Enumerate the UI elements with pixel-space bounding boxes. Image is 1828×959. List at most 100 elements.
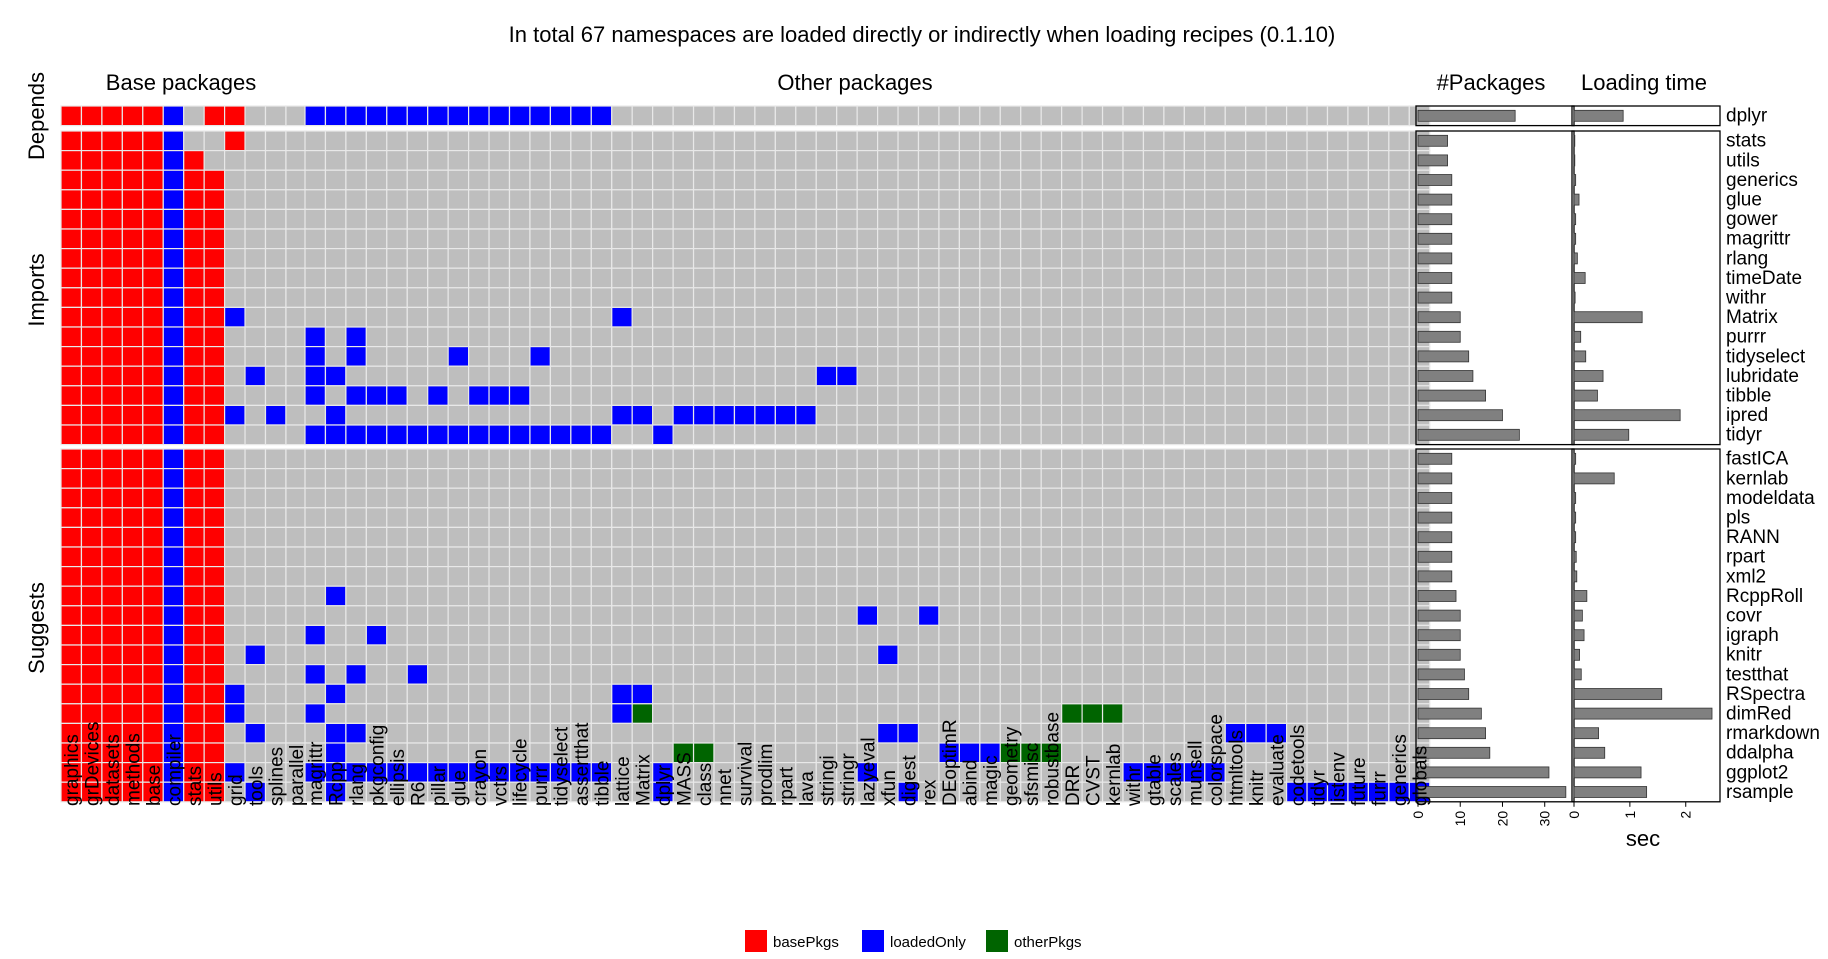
npkg-tick-label-20: 20 (1494, 811, 1510, 827)
cell-rlang-tools (244, 248, 267, 269)
cell-rann-stringr (836, 526, 858, 548)
cell-ipred-digest (897, 404, 920, 426)
cell-utils-stringi (815, 150, 838, 171)
cell-generics-methods (121, 169, 144, 191)
cell-dimred-tidyselect (549, 703, 572, 724)
cell-glue-kernlab (1101, 189, 1124, 211)
cell-tidyr-tools (244, 424, 267, 446)
cell-covr-drr (1061, 605, 1083, 626)
column-label-rlang: rlang (347, 764, 368, 806)
cell-modeldata-methods (121, 487, 144, 509)
cell-timedate-deoptimr (938, 267, 961, 289)
cell-tibble-nnet (713, 385, 736, 406)
cell-rpart-stringi (815, 546, 838, 568)
cell-generics-generics (1388, 169, 1410, 191)
cell-testthat-rcpp (324, 663, 347, 685)
cell-glue-dplyr (652, 189, 674, 211)
cell-rcpproll-generics (1388, 585, 1410, 607)
cell-dplyr-ellipsis (386, 105, 408, 127)
cell-withr-evaluate (1265, 287, 1288, 308)
cell-stats-lattice (611, 130, 633, 152)
cell-gower-digest (897, 208, 920, 230)
cell-fastica-splines (264, 448, 287, 470)
cell-kernlab-furrr (1367, 468, 1390, 489)
cell-igraph-stats (183, 624, 205, 646)
cell-purrr-evaluate (1265, 326, 1288, 348)
cell-rann-compiler (162, 526, 185, 548)
cell-tidyr-tidyselect (549, 424, 572, 446)
cell-dimred-generics (1388, 703, 1410, 724)
cell-dimred-evaluate (1265, 703, 1288, 724)
cell-knitr-rlang (345, 644, 367, 666)
cell-lubridate-listenv (1326, 365, 1349, 387)
npkg-bar-tidyselect (1417, 350, 1470, 363)
cell-rmarkdown-survival (733, 722, 756, 744)
cell-utils-kernlab (1101, 150, 1124, 171)
cell-gower-rcpp (324, 208, 347, 230)
cell-glue-drr (1061, 189, 1083, 211)
cell-lubridate-digest (897, 365, 920, 387)
cell-rcpproll-withr (1122, 585, 1145, 607)
cell-purrr-rex (917, 326, 940, 348)
row-label-tidyselect: tidyselect (1726, 346, 1806, 367)
npkg-bar-igraph (1417, 629, 1461, 642)
cell-covr-stringi (815, 605, 838, 626)
cell-rspectra-codetools (1285, 683, 1308, 705)
cell-tidyr-glue (447, 424, 470, 446)
cell-utils-tibble (590, 150, 613, 171)
row-label-dplyr: dplyr (1726, 106, 1768, 127)
cell-utils-nnet (713, 150, 736, 171)
cell-tidyr-furrr (1367, 424, 1390, 446)
cell-rcpproll-tools (244, 585, 267, 607)
cell-dimred-class (692, 703, 715, 724)
cell-lubridate-gtable (1142, 365, 1165, 387)
cell-timedate-nnet (713, 267, 736, 289)
cell-withr-xfun (876, 287, 899, 308)
cell-rmarkdown-tools (244, 722, 267, 744)
cell-ipred-methods (121, 404, 144, 426)
cell-rann-stats (183, 526, 205, 548)
cell-generics-furrr (1367, 169, 1390, 191)
cell-rann-parallel (285, 526, 308, 548)
cell-tibble-stringi (815, 385, 838, 406)
cell-tidyselect-sfsmisc (1020, 346, 1042, 367)
cell-dimred-rex (917, 703, 940, 724)
cell-rmarkdown-r6 (406, 722, 429, 744)
cell-glue-lattice (611, 189, 633, 211)
npkg-bar-fastica (1417, 452, 1453, 465)
cell-rpart-tools (244, 546, 267, 568)
cell-ddalpha-tools (244, 742, 267, 764)
cell-modeldata-codetools (1285, 487, 1308, 509)
cell-dimred-xfun (876, 703, 899, 724)
cell-tibble-lava (795, 385, 817, 406)
cell-dplyr-abind (958, 105, 981, 127)
cell-timedate-ellipsis (386, 267, 408, 289)
cell-tidyselect-glue (447, 346, 470, 367)
time-bar-ddalpha (1573, 746, 1606, 759)
cell-matrix-htmltools (1224, 306, 1247, 328)
cell-pls-magrittr (304, 507, 327, 528)
cell-magrittr-datasets (101, 228, 123, 250)
cell-matrix-withr (1122, 306, 1145, 328)
cell-tidyr-prodlim (754, 424, 776, 446)
cell-dimred-codetools (1285, 703, 1308, 724)
cell-gower-scales (1163, 208, 1185, 230)
cell-matrix-crayon (468, 306, 490, 328)
cell-rann-glue (447, 526, 470, 548)
cell-modeldata-withr (1122, 487, 1145, 509)
cell-rlang-rcpp (324, 248, 347, 269)
cell-rann-codetools (1285, 526, 1308, 548)
cell-ipred-survival (733, 404, 756, 426)
cell-fastica-rex (917, 448, 940, 470)
cell-utils-digest (897, 150, 920, 171)
cell-rlang-colorspace (1204, 248, 1226, 269)
cell-rspectra-knitr (1245, 683, 1267, 705)
cell-rpart-dplyr (652, 546, 674, 568)
cell-withr-splines (264, 287, 287, 308)
cell-covr-splines (264, 605, 287, 626)
cell-rlang-lazyeval (856, 248, 879, 269)
cell-dplyr-kernlab (1101, 105, 1124, 127)
column-label-lazyeval: lazyeval (858, 737, 879, 806)
column-label-stringr: stringr (838, 753, 859, 806)
cell-glue-parallel (285, 189, 308, 211)
